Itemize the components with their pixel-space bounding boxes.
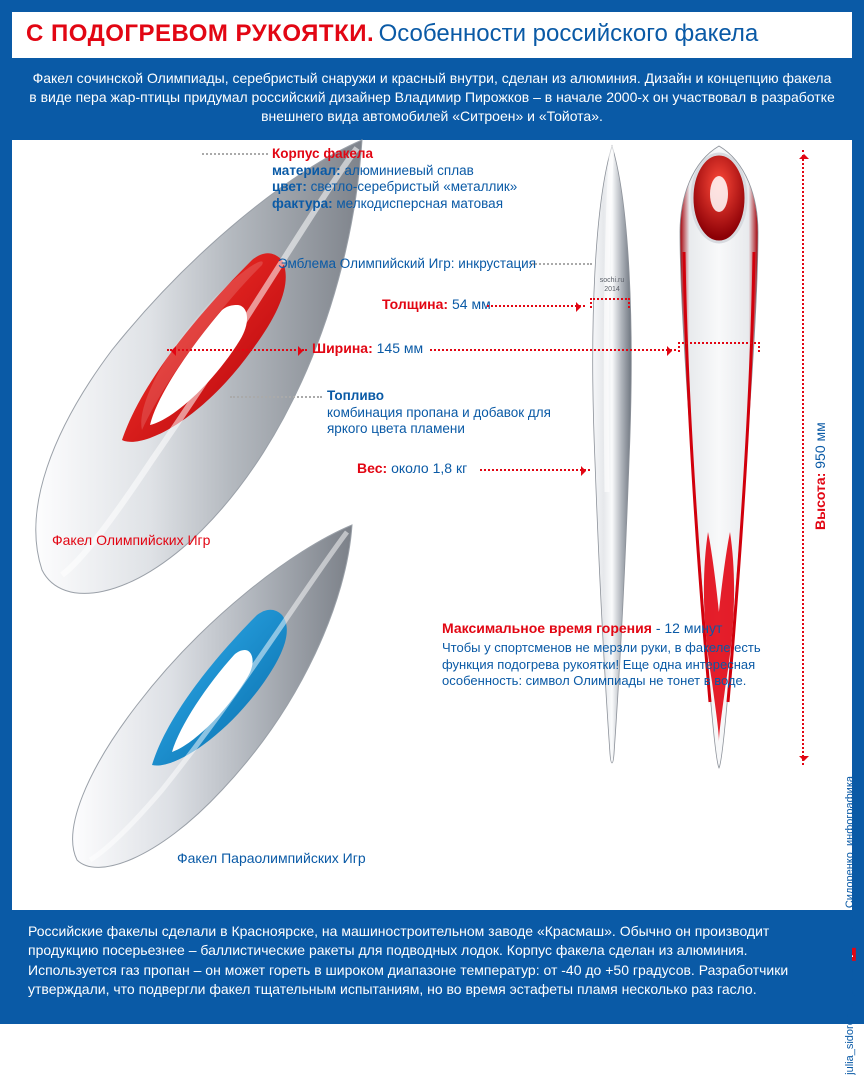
height-dim-line [802,150,804,765]
burn-key: Максимальное время горения [442,620,652,636]
burn-note: Чтобы у спортсменов не мерзли руки, в фа… [442,640,802,691]
height-label: Высота: 950 мм [812,422,828,530]
body-v1: светло-серебристый «металлик» [311,179,518,194]
emblem-leader [532,263,592,265]
weight-label: Вес: около 1,8 кг [357,460,467,476]
paralympic-caption: Факел Параолимпийских Игр [177,850,366,866]
byline-word: инфографика [844,776,856,846]
burn-val: - 12 минут [656,620,723,636]
paralympic-torch [42,520,382,880]
thickness-leader [487,305,585,307]
weight-key: Вес: [357,460,387,476]
body-head: Корпус факела [272,146,572,163]
olympic-caption: Факел Олимпийских Игр [52,532,210,548]
emblem-text: Эмблема Олимпийский Игр: инкрустация [278,256,536,271]
burn-label: Максимальное время горения - 12 минут [442,620,812,636]
svg-text:2014: 2014 [604,286,620,293]
svg-text:sochi.ru: sochi.ru [600,277,625,284]
thickness-span [590,298,630,308]
intro-text: Факел сочинской Олимпиады, серебристый с… [12,59,852,140]
width-label: Ширина: 145 мм [312,340,423,356]
width-val: 145 мм [377,340,424,356]
fuel-label: Топливо комбинация пропана и добавок для… [327,388,567,439]
width-leader-l [167,349,307,351]
height-label-key: Высота: [812,472,828,529]
title-blue: Особенности российского факела [379,20,759,47]
weight-leader [480,469,590,471]
body-label: Корпус факела материал: алюминиевый спла… [272,146,572,214]
width-key: Ширина: [312,340,373,356]
body-k2: фактура: [272,196,333,211]
body-v0: алюминиевый сплав [344,163,473,178]
fuel-leader [230,396,322,398]
footer-text: Российские факелы сделали в Красноярске,… [12,910,852,1012]
title-red: С ПОДОГРЕВОМ РУКОЯТКИ. [26,20,374,47]
thickness-label: Толщина: 54 мм [382,296,491,312]
fuel-text: комбинация пропана и добавок для яркого … [327,405,567,439]
width-span [678,342,760,352]
body-k1: цвет: [272,179,307,194]
body-leader [202,153,268,155]
thickness-val: 54 мм [452,296,491,312]
weight-val: около 1,8 кг [391,460,467,476]
fuel-head: Топливо [327,388,567,405]
height-label-val: 950 мм [812,422,828,469]
diagram-canvas: sochi.ru 2014 [12,140,852,896]
width-leader-r [430,349,676,351]
thickness-key: Толщина: [382,296,448,312]
body-k0: материал: [272,163,341,178]
infographic-frame: С ПОДОГРЕВОМ РУКОЯТКИ. Особенности росси… [0,0,864,1024]
title-bar: С ПОДОГРЕВОМ РУКОЯТКИ. Особенности росси… [12,12,852,59]
body-v2: мелкодисперсная матовая [336,196,503,211]
